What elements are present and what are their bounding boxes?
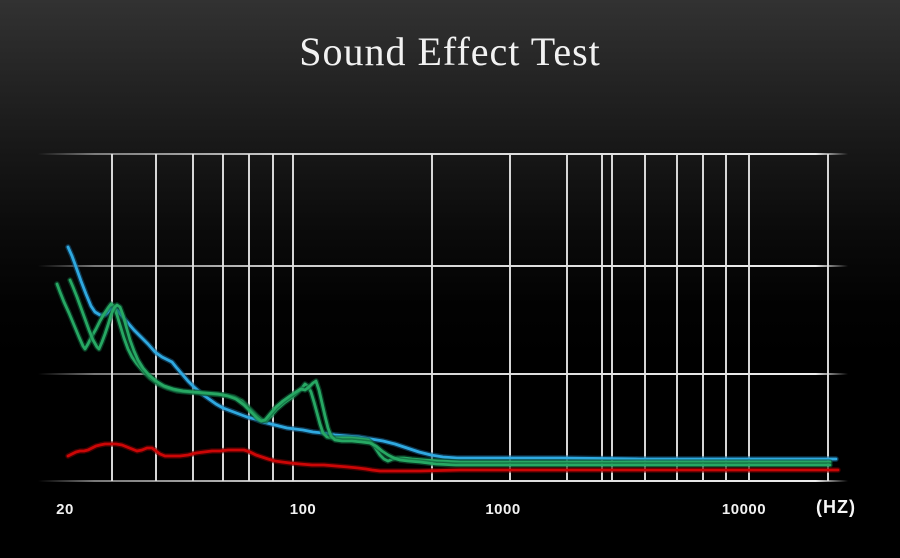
curve-blue-halo <box>65 244 839 462</box>
x-axis-unit-label: (HZ) <box>816 497 856 517</box>
chart-title: Sound Effect Test <box>299 29 601 74</box>
x-tick-label-10000: 10000 <box>721 501 767 518</box>
curve-blue <box>66 245 838 461</box>
x-tick-label-1000: 1000 <box>485 501 521 518</box>
curve-red <box>66 442 840 473</box>
curve-green-b <box>68 278 832 467</box>
x-tick-label-20: 20 <box>56 501 74 518</box>
x-tick-label-100: 100 <box>289 501 317 518</box>
